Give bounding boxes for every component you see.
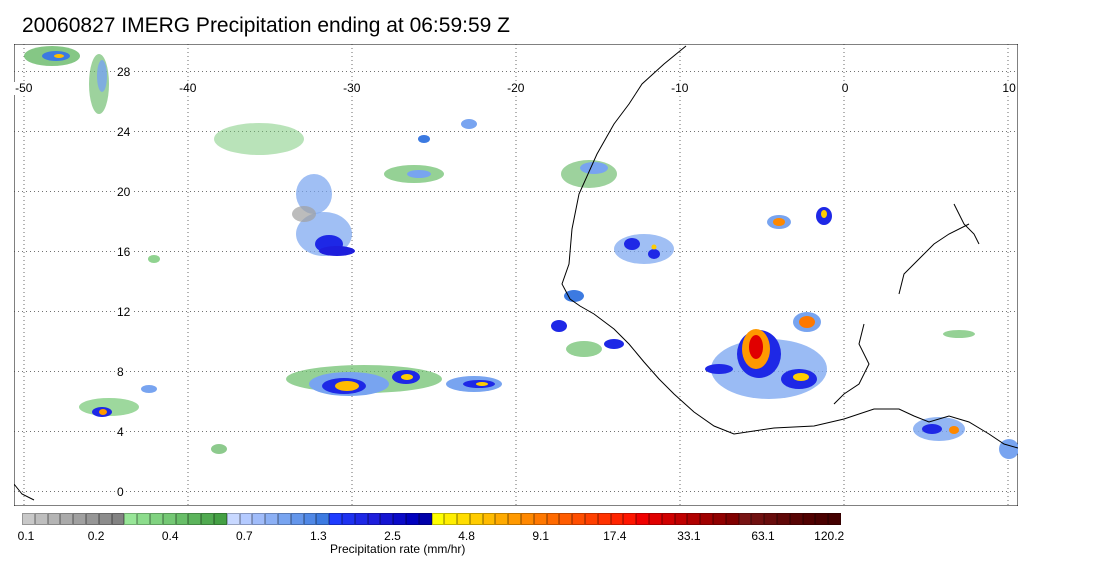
lat-tick-label: 28 bbox=[116, 64, 132, 79]
colorbar-swatch bbox=[674, 513, 688, 525]
colorbar-swatch bbox=[201, 513, 214, 525]
colorbar-swatch bbox=[111, 513, 125, 525]
colorbar-swatch bbox=[751, 513, 765, 525]
colorbar-swatch bbox=[418, 513, 432, 525]
colorbar-swatch bbox=[495, 513, 509, 525]
colorbar-swatch bbox=[559, 513, 573, 525]
colorbar-swatch bbox=[738, 513, 752, 525]
colorbar-swatch bbox=[610, 513, 624, 525]
colorbar-tick-label: 33.1 bbox=[677, 529, 701, 543]
colorbar-swatch bbox=[175, 513, 189, 525]
colorbar-swatch bbox=[521, 513, 534, 525]
colorbar-swatch bbox=[137, 513, 150, 525]
colorbar-tick-label: 17.4 bbox=[603, 529, 627, 543]
colorbar-swatch bbox=[226, 513, 240, 525]
colorbar-swatch bbox=[764, 513, 778, 525]
colorbar-swatch bbox=[303, 513, 317, 525]
colorbar bbox=[22, 513, 841, 525]
precipitation-map bbox=[14, 44, 1018, 506]
colorbar-swatch bbox=[252, 513, 266, 525]
map-title: 20060827 IMERG Precipitation ending at 0… bbox=[22, 14, 510, 37]
colorbar-tick-label: 2.5 bbox=[384, 529, 401, 543]
colorbar-tick-label: 9.1 bbox=[532, 529, 550, 543]
colorbar-swatch bbox=[277, 513, 291, 525]
colorbar-swatch bbox=[713, 513, 726, 525]
colorbar-swatch bbox=[636, 513, 650, 525]
lon-tick-label: 10 bbox=[1001, 81, 1017, 95]
colorbar-swatch bbox=[290, 513, 304, 525]
colorbar-swatch bbox=[405, 513, 419, 525]
colorbar-swatch bbox=[124, 513, 138, 525]
colorbar-swatch bbox=[508, 513, 522, 525]
colorbar-title: Precipitation rate (mm/hr) bbox=[330, 542, 466, 556]
colorbar-swatch bbox=[98, 513, 112, 525]
colorbar-swatch bbox=[341, 513, 355, 525]
gridlines bbox=[14, 44, 1018, 506]
lat-tick-label: 0 bbox=[116, 484, 125, 499]
lon-tick-label: -50 bbox=[14, 81, 34, 95]
colorbar-swatch bbox=[572, 513, 586, 525]
colorbar-tick-label: 1.3 bbox=[310, 529, 327, 543]
colorbar-swatch bbox=[597, 513, 611, 525]
colorbar-swatch bbox=[85, 513, 99, 525]
colorbar-swatch bbox=[367, 513, 381, 525]
colorbar-tick-label: 0.4 bbox=[161, 529, 179, 543]
colorbar-swatch bbox=[661, 513, 675, 525]
colorbar-swatch bbox=[444, 513, 458, 525]
colorbar-swatch bbox=[828, 513, 841, 525]
colorbar-tick-label: 4.8 bbox=[458, 529, 475, 543]
colorbar-swatch bbox=[815, 513, 829, 525]
lon-tick-label: 0 bbox=[840, 81, 850, 95]
colorbar-tick-label: 120.2 bbox=[814, 529, 845, 543]
lat-tick-label: 20 bbox=[116, 184, 132, 199]
coastline bbox=[561, 45, 1018, 449]
colorbar-swatch bbox=[380, 513, 394, 525]
colorbar-swatch bbox=[482, 513, 496, 525]
colorbar-swatch bbox=[623, 513, 637, 525]
colorbar-swatch bbox=[777, 513, 790, 525]
colorbar-swatch bbox=[239, 513, 253, 525]
colorbar-tick-label: 0.1 bbox=[17, 529, 35, 543]
colorbar-swatch bbox=[457, 513, 470, 525]
colorbar-swatch bbox=[393, 513, 406, 525]
colorbar-swatch bbox=[73, 513, 86, 525]
lat-tick-label: 16 bbox=[116, 244, 132, 259]
colorbar-swatch bbox=[546, 513, 560, 525]
colorbar-swatch bbox=[687, 513, 701, 525]
lat-tick-label: 12 bbox=[116, 304, 132, 319]
lon-tick-label: -20 bbox=[506, 81, 526, 95]
precipitation-cells bbox=[24, 46, 1018, 459]
lon-tick-label: -10 bbox=[670, 81, 690, 95]
colorbar-swatch bbox=[329, 513, 342, 525]
colorbar-swatch bbox=[47, 513, 61, 525]
colorbar-tick-label: 0.7 bbox=[235, 529, 253, 543]
colorbar-swatch bbox=[649, 513, 662, 525]
lat-tick-label: 8 bbox=[116, 364, 125, 379]
colorbar-swatch bbox=[533, 513, 547, 525]
colorbar-swatch bbox=[60, 513, 74, 525]
colorbar-swatch bbox=[469, 513, 483, 525]
lat-tick-label: 24 bbox=[116, 124, 132, 139]
colorbar-swatch bbox=[34, 513, 48, 525]
colorbar-swatch bbox=[149, 513, 163, 525]
colorbar-swatch bbox=[162, 513, 176, 525]
lon-tick-label: -40 bbox=[178, 81, 198, 95]
colorbar-swatch bbox=[725, 513, 739, 525]
colorbar-swatch bbox=[354, 513, 368, 525]
colorbar-tick-label: 0.2 bbox=[87, 529, 105, 543]
colorbar-tick-label: 63.1 bbox=[751, 529, 775, 543]
colorbar-swatch bbox=[265, 513, 278, 525]
colorbar-swatch bbox=[585, 513, 598, 525]
colorbar-swatch bbox=[789, 513, 803, 525]
lon-tick-label: -30 bbox=[342, 81, 362, 95]
lat-tick-label: 4 bbox=[116, 424, 125, 439]
colorbar-swatch bbox=[431, 513, 445, 525]
colorbar-swatch bbox=[700, 513, 714, 525]
colorbar-swatch bbox=[188, 513, 202, 525]
colorbar-swatch bbox=[802, 513, 816, 525]
colorbar-swatch bbox=[213, 513, 227, 525]
colorbar-swatch bbox=[316, 513, 330, 525]
colorbar-swatch bbox=[22, 513, 35, 525]
